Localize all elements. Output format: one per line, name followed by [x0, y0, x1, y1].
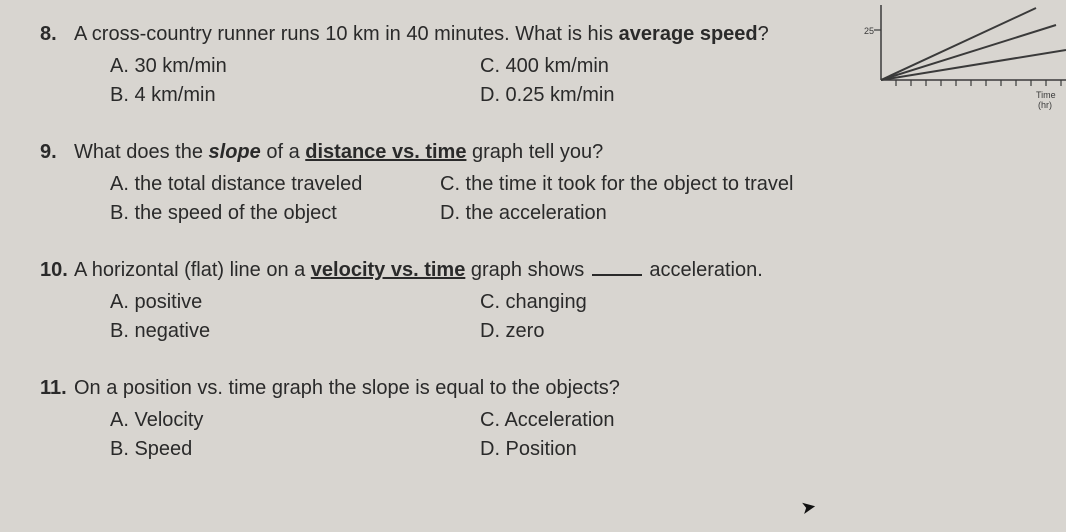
- question-9: 9. What does the slope of a distance vs.…: [40, 138, 1036, 228]
- option-c: C. 400 km/min: [480, 52, 860, 81]
- graph-x-label2: (hr): [1038, 100, 1052, 110]
- option-b: B. the speed of the object: [110, 199, 430, 228]
- option-b: B. negative: [110, 317, 470, 346]
- option-c: C. changing: [480, 288, 860, 317]
- options: A. the total distance traveled C. the ti…: [110, 170, 1036, 228]
- question-number: 11.: [40, 374, 74, 402]
- question-10: 10. A horizontal (flat) line on a veloci…: [40, 256, 1036, 346]
- option-d: D. Position: [480, 435, 860, 464]
- question-number: 10.: [40, 256, 74, 284]
- option-a: A. 30 km/min: [110, 52, 470, 81]
- corner-graph: 25 Time (hr): [856, 0, 1066, 110]
- options: A. Velocity C. Acceleration B. Speed D. …: [110, 406, 1036, 464]
- option-d: D. 0.25 km/min: [480, 81, 860, 110]
- cursor-icon: ➤: [799, 496, 818, 519]
- option-b: B. Speed: [110, 435, 470, 464]
- option-a: A. the total distance traveled: [110, 170, 430, 199]
- question-text: On a position vs. time graph the slope i…: [74, 374, 1036, 402]
- question-number: 8.: [40, 20, 74, 48]
- question-number: 9.: [40, 138, 74, 166]
- question-11: 11. On a position vs. time graph the slo…: [40, 374, 1036, 464]
- option-c: C. Acceleration: [480, 406, 860, 435]
- graph-x-label1: Time: [1036, 90, 1056, 100]
- option-d: D. zero: [480, 317, 860, 346]
- question-text: What does the slope of a distance vs. ti…: [74, 138, 1036, 166]
- option-a: A. positive: [110, 288, 470, 317]
- option-a: A. Velocity: [110, 406, 470, 435]
- blank-line: [592, 274, 642, 276]
- option-b: B. 4 km/min: [110, 81, 470, 110]
- question-text: A horizontal (flat) line on a velocity v…: [74, 256, 1036, 284]
- option-c: C. the time it took for the object to tr…: [440, 170, 860, 199]
- graph-y-label: 25: [864, 26, 874, 36]
- option-d: D. the acceleration: [440, 199, 860, 228]
- options: A. positive C. changing B. negative D. z…: [110, 288, 1036, 346]
